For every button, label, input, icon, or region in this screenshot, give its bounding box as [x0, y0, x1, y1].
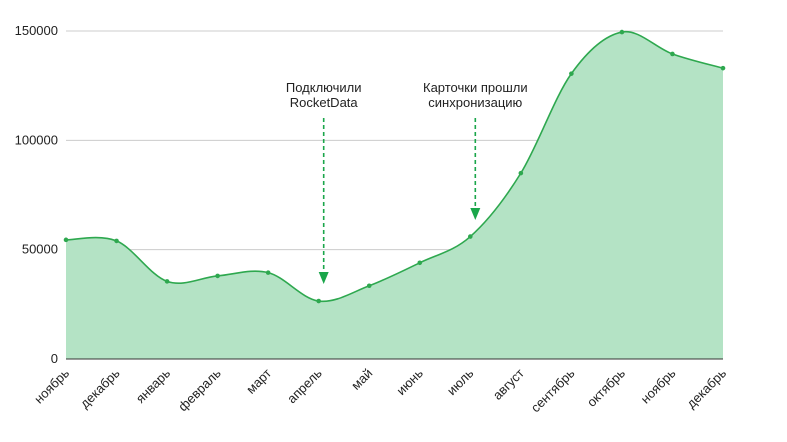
area-layer	[63, 29, 726, 360]
x-axis-ticks: ноябрь декабрь январь февраль март апрель май и…	[31, 365, 729, 415]
x-tick-label: апрель	[284, 365, 325, 406]
data-point	[518, 170, 524, 176]
area-fill	[66, 31, 723, 359]
data-point	[316, 298, 321, 304]
y-axis-ticks: 0 50000 100000 150000	[15, 23, 58, 366]
x-tick-label: май	[348, 366, 375, 393]
data-point	[215, 273, 220, 279]
x-tick-label: март	[243, 365, 274, 396]
x-tick-label: август	[490, 365, 527, 402]
y-tick-label: 50000	[22, 242, 58, 257]
annotation-arrow-head	[318, 272, 329, 284]
annotation-label: Карточки прошли	[423, 80, 528, 95]
y-tick-label: 0	[51, 351, 58, 366]
x-tick-label: февраль	[175, 365, 224, 414]
x-tick-label: июль	[444, 365, 477, 398]
data-point	[164, 279, 170, 284]
data-point	[417, 260, 423, 266]
x-tick-label: октябрь	[584, 365, 628, 409]
data-point	[265, 270, 271, 275]
data-point	[63, 237, 69, 243]
data-point	[670, 51, 675, 57]
annotation-arrow-head	[470, 208, 481, 220]
x-tick-label: декабрь	[684, 365, 730, 411]
data-point	[114, 238, 119, 244]
data-point	[569, 71, 574, 76]
data-point	[619, 29, 625, 35]
x-tick-label: январь	[133, 365, 174, 406]
x-tick-label: декабрь	[77, 365, 123, 411]
y-tick-label: 100000	[15, 132, 58, 147]
x-tick-label: сентябрь	[528, 365, 578, 415]
x-tick-label: ноябрь	[31, 365, 72, 406]
annotation-label: Подключили	[286, 80, 362, 95]
data-point	[720, 65, 726, 71]
y-tick-label: 150000	[15, 23, 58, 38]
x-tick-label: июнь	[393, 365, 426, 398]
data-point	[366, 283, 372, 289]
x-tick-label: ноябрь	[638, 365, 679, 406]
series-line	[65, 31, 724, 303]
data-point	[468, 234, 473, 239]
annotation-label: синхронизацию	[428, 95, 522, 110]
annotation-label: RocketData	[290, 95, 359, 110]
